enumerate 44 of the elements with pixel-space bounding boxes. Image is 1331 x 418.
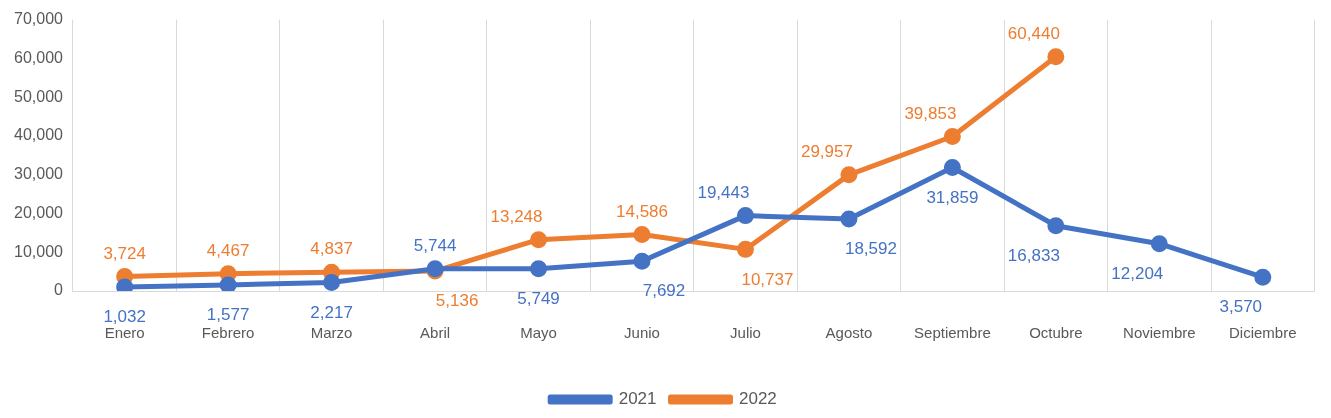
data-label: 4,837: [310, 239, 353, 259]
x-tick-label: Noviembre: [1123, 324, 1196, 342]
y-tick-label: 60,000: [14, 48, 64, 66]
data-label: 3,724: [103, 243, 146, 263]
data-label: 5,136: [435, 291, 479, 311]
y-tick-label: 30,000: [14, 165, 64, 183]
data-label: 13,248: [490, 206, 543, 226]
x-tick-label: Julio: [730, 324, 761, 342]
x-tick-label: Diciembre: [1229, 324, 1297, 342]
x-tick-label: Marzo: [310, 324, 353, 342]
y-tick-label: 20,000: [14, 203, 64, 221]
x-tick-label: Agosto: [825, 324, 873, 342]
data-label: 60,440: [1007, 23, 1060, 43]
data-label: 16,833: [1007, 245, 1060, 265]
x-tick-label: Octubre: [1029, 324, 1083, 342]
x-tick-label: Febrero: [201, 324, 255, 342]
data-label: 1,577: [206, 305, 250, 325]
legend-label: 2022: [739, 389, 777, 409]
data-label: 31,859: [926, 187, 979, 207]
x-tick-label: Mayo: [520, 324, 557, 342]
data-label: 18,592: [844, 239, 897, 259]
legend-label: 2021: [618, 389, 657, 409]
data-label: 2,217: [310, 302, 353, 322]
x-tick-label: Junio: [624, 324, 660, 342]
data-label: 12,204: [1111, 263, 1164, 283]
data-label: 10,737: [741, 269, 794, 289]
x-tick-label: Enero: [104, 324, 145, 342]
data-label: 29,957: [800, 142, 853, 162]
data-label: 3,570: [1219, 297, 1263, 317]
data-label: 1,032: [103, 307, 146, 327]
x-tick-label: Abril: [420, 324, 451, 342]
data-label: 4,467: [206, 240, 250, 260]
y-tick-label: 70,000: [14, 10, 64, 28]
y-tick-label: 40,000: [14, 126, 64, 144]
y-tick-label: 10,000: [14, 242, 64, 260]
y-tick-label: 0: [54, 281, 64, 299]
data-label: 5,749: [517, 288, 560, 308]
data-label: 19,443: [697, 182, 750, 202]
data-label: 5,744: [413, 235, 457, 255]
x-tick-label: Septiembre: [914, 324, 991, 342]
data-label: 7,692: [642, 281, 686, 301]
data-label: 14,586: [615, 201, 668, 221]
y-tick-label: 50,000: [14, 87, 64, 105]
data-label: 39,853: [904, 103, 957, 123]
